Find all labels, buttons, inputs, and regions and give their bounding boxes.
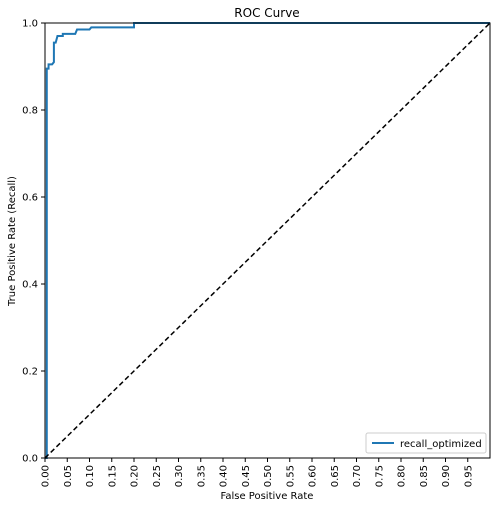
x-tick-label: 0.55: [285, 465, 296, 487]
x-tick-label: 0.70: [352, 465, 363, 487]
x-tick-label: 0.60: [308, 465, 319, 487]
legend-label: recall_optimized: [400, 439, 482, 450]
chart-title: ROC Curve: [234, 6, 299, 20]
plot-area: [44, 22, 491, 459]
y-tick-label: 0.4: [22, 280, 38, 291]
x-tick-label: 0.00: [41, 465, 52, 487]
x-tick-label: 0.25: [152, 465, 163, 487]
x-tick-label: 0.65: [330, 465, 341, 487]
x-tick-label: 0.50: [263, 465, 274, 487]
y-axis: 0.0 0.2 0.4 0.6 0.8 1.0: [22, 19, 45, 465]
chance-diagonal-line: [44, 22, 491, 459]
y-tick-label: 0.0: [22, 454, 38, 465]
x-tick-label: 0.85: [419, 465, 430, 487]
x-tick-label: 0.75: [374, 465, 385, 487]
x-tick-label: 0.80: [397, 465, 408, 487]
x-tick-label: 0.45: [241, 465, 252, 487]
legend: recall_optimized: [365, 432, 487, 454]
y-tick-label: 0.2: [22, 367, 38, 378]
x-tick-label: 0.10: [85, 465, 96, 487]
y-axis-label: True Positive Rate (Recall): [7, 176, 18, 307]
legend-box: [365, 432, 487, 454]
x-axis: 0.00 0.05 0.10 0.15 0.20 0.25 0.30 0.35 0.40 0.45…: [41, 458, 474, 487]
x-tick-label: 0.40: [219, 465, 230, 487]
y-tick-label: 1.0: [22, 19, 38, 30]
y-tick-label: 0.6: [22, 193, 38, 204]
y-tick-label: 0.8: [22, 106, 38, 117]
x-tick-label: 0.15: [107, 465, 118, 487]
x-axis-label: False Positive Rate: [221, 491, 314, 502]
x-tick-label: 0.95: [463, 465, 474, 487]
x-tick-label: 0.90: [441, 465, 452, 487]
x-tick-label: 0.05: [63, 465, 74, 487]
x-tick-label: 0.30: [174, 465, 185, 487]
x-tick-label: 0.20: [130, 465, 141, 487]
plot-frame: [44, 22, 491, 459]
x-tick-label: 0.35: [196, 465, 207, 487]
series-line-0: [45, 22, 490, 459]
